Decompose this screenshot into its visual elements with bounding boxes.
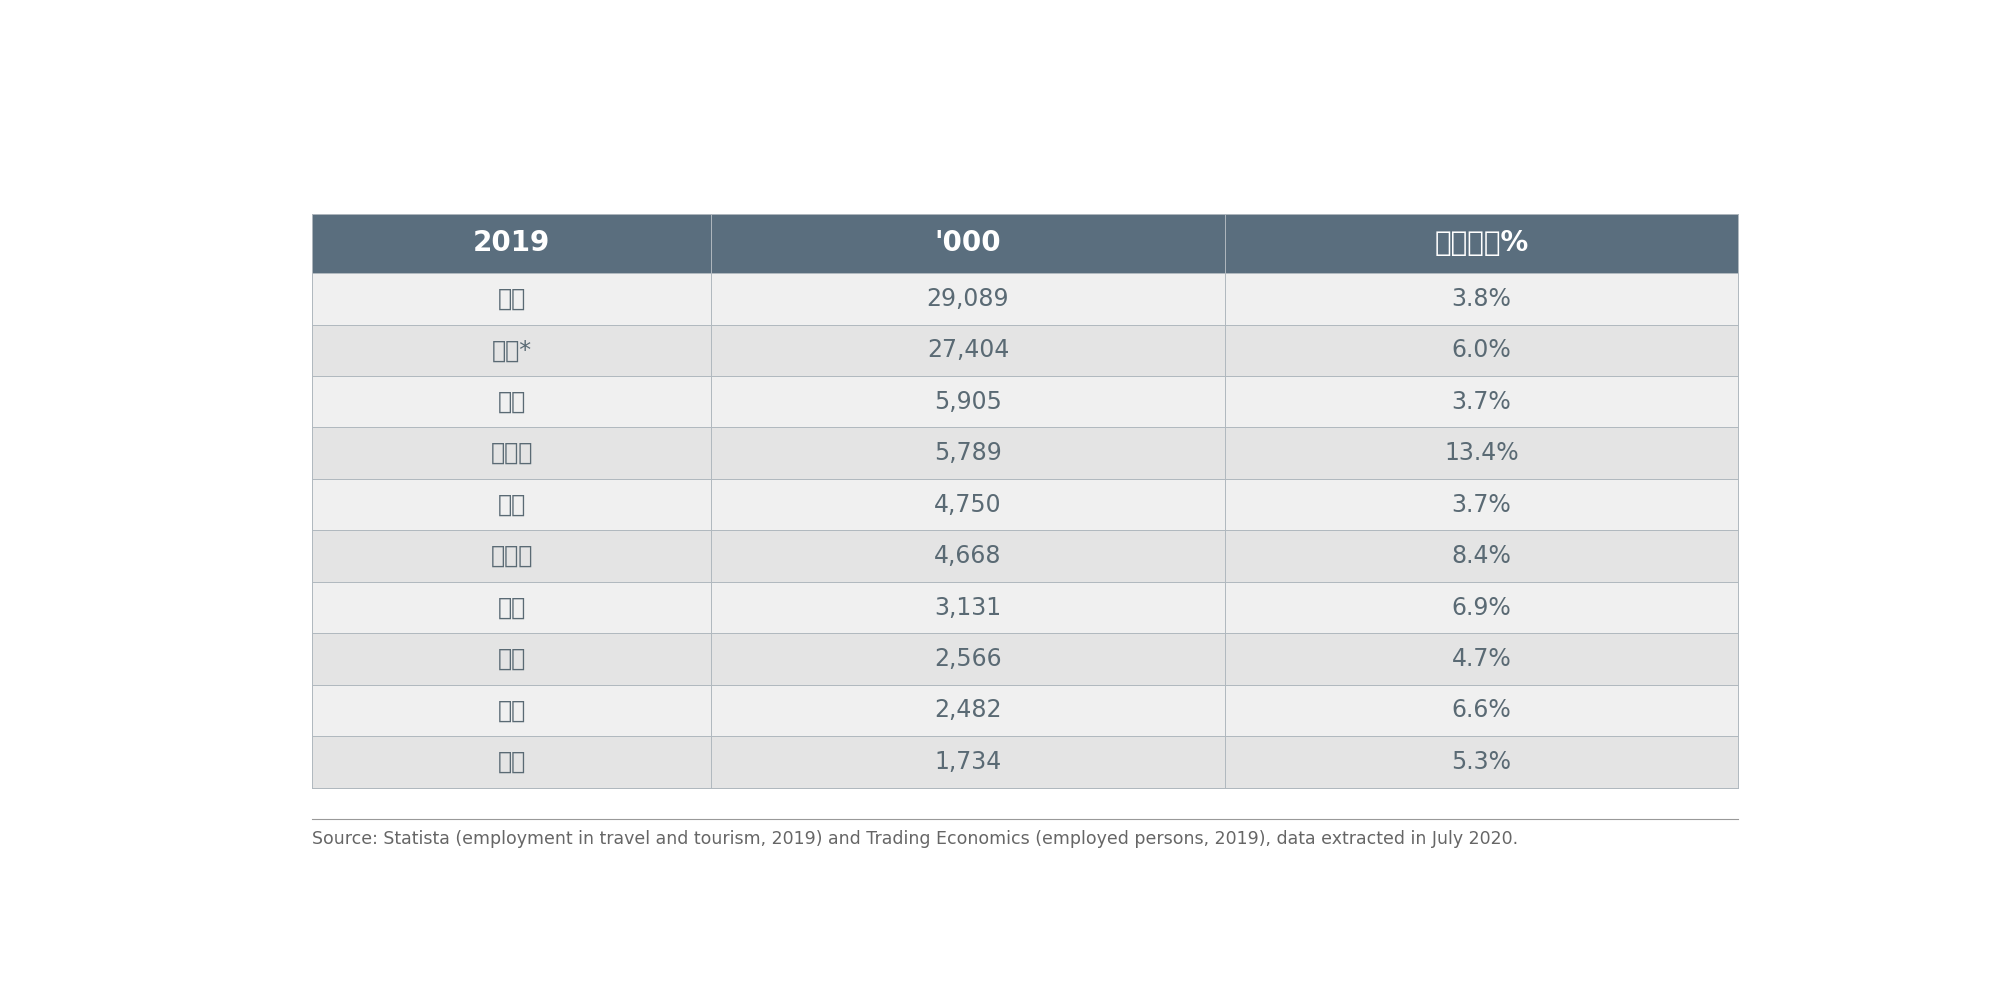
FancyBboxPatch shape <box>312 685 712 736</box>
Text: 8.4%: 8.4% <box>1452 544 1512 568</box>
Text: 受雇人數%: 受雇人數% <box>1434 230 1528 258</box>
Text: 英國: 英國 <box>498 750 526 774</box>
FancyBboxPatch shape <box>712 324 1224 376</box>
FancyBboxPatch shape <box>1224 376 1738 427</box>
Text: 5,905: 5,905 <box>934 390 1002 414</box>
Text: 4.7%: 4.7% <box>1452 648 1512 671</box>
Text: 6.0%: 6.0% <box>1452 338 1512 363</box>
Text: 2,566: 2,566 <box>934 648 1002 671</box>
Text: 2019: 2019 <box>474 230 550 258</box>
Text: 印度*: 印度* <box>492 338 532 363</box>
FancyBboxPatch shape <box>1224 213 1738 273</box>
Text: 6.9%: 6.9% <box>1452 595 1512 619</box>
Text: 越南: 越南 <box>498 648 526 671</box>
Text: 菲律賓: 菲律賓 <box>490 441 532 465</box>
FancyBboxPatch shape <box>1224 479 1738 531</box>
Text: 3.7%: 3.7% <box>1452 390 1512 414</box>
FancyBboxPatch shape <box>1224 633 1738 685</box>
Text: 3,131: 3,131 <box>934 595 1002 619</box>
Text: 5,789: 5,789 <box>934 441 1002 465</box>
Text: 27,404: 27,404 <box>926 338 1010 363</box>
FancyBboxPatch shape <box>312 633 712 685</box>
Text: 3.7%: 3.7% <box>1452 492 1512 517</box>
Text: 墨西哥: 墨西哥 <box>490 544 532 568</box>
FancyBboxPatch shape <box>712 376 1224 427</box>
Text: 泰國: 泰國 <box>498 699 526 722</box>
Text: 印尼: 印尼 <box>498 492 526 517</box>
FancyBboxPatch shape <box>1224 736 1738 787</box>
FancyBboxPatch shape <box>312 736 712 787</box>
FancyBboxPatch shape <box>712 427 1224 479</box>
Text: 13.4%: 13.4% <box>1444 441 1518 465</box>
FancyBboxPatch shape <box>312 479 712 531</box>
FancyBboxPatch shape <box>1224 324 1738 376</box>
FancyBboxPatch shape <box>312 376 712 427</box>
FancyBboxPatch shape <box>1224 273 1738 324</box>
FancyBboxPatch shape <box>712 633 1224 685</box>
FancyBboxPatch shape <box>712 582 1224 633</box>
FancyBboxPatch shape <box>712 531 1224 582</box>
FancyBboxPatch shape <box>312 213 712 273</box>
Text: 4,750: 4,750 <box>934 492 1002 517</box>
FancyBboxPatch shape <box>1224 582 1738 633</box>
FancyBboxPatch shape <box>712 685 1224 736</box>
Text: 中國: 中國 <box>498 287 526 311</box>
FancyBboxPatch shape <box>312 531 712 582</box>
FancyBboxPatch shape <box>712 213 1224 273</box>
FancyBboxPatch shape <box>1224 531 1738 582</box>
FancyBboxPatch shape <box>312 324 712 376</box>
FancyBboxPatch shape <box>712 736 1224 787</box>
FancyBboxPatch shape <box>312 273 712 324</box>
Text: '000: '000 <box>934 230 1002 258</box>
FancyBboxPatch shape <box>312 582 712 633</box>
Text: 2,482: 2,482 <box>934 699 1002 722</box>
FancyBboxPatch shape <box>712 479 1224 531</box>
Text: 1,734: 1,734 <box>934 750 1002 774</box>
Text: 3.8%: 3.8% <box>1452 287 1512 311</box>
Text: 4,668: 4,668 <box>934 544 1002 568</box>
FancyBboxPatch shape <box>312 427 712 479</box>
FancyBboxPatch shape <box>1224 427 1738 479</box>
Text: 美國: 美國 <box>498 390 526 414</box>
Text: Source: Statista (employment in travel and tourism, 2019) and Trading Economics : Source: Statista (employment in travel a… <box>312 831 1518 848</box>
Text: 德國: 德國 <box>498 595 526 619</box>
FancyBboxPatch shape <box>1224 685 1738 736</box>
Text: 6.6%: 6.6% <box>1452 699 1512 722</box>
Text: 29,089: 29,089 <box>926 287 1010 311</box>
Text: 5.3%: 5.3% <box>1452 750 1512 774</box>
FancyBboxPatch shape <box>712 273 1224 324</box>
